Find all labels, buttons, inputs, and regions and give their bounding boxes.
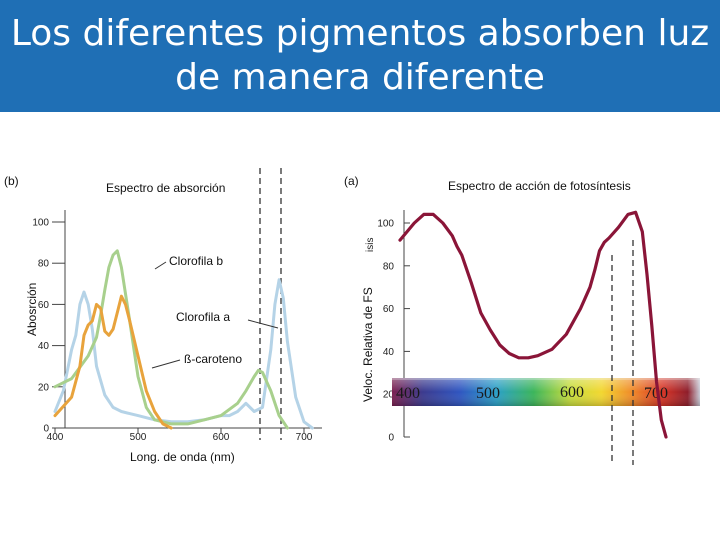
absorption-y-tick-label-100: 100 [32,218,49,229]
clorofila-b-leader [154,261,167,270]
action-y-tick-label-40: 40 [383,347,395,358]
absorption-x-tick-label-600: 600 [213,432,230,443]
absorption-y-tick-label-60: 60 [38,300,50,311]
absorption-x-tick-label-500: 500 [130,432,147,443]
spectrum-shading [392,378,700,406]
action-chart-title: Espectro de acción de fotosíntesis [448,179,631,193]
beta-caroteno-annotation: ß-caroteno [184,352,242,366]
absorption-chart-title: Espectro de absorción [106,181,225,195]
absorption-y-tick-label-80: 80 [38,259,50,270]
spectrum-label-600: 600 [560,384,584,401]
spectrum-label-400: 400 [396,385,420,402]
absorption-y-tick-label-40: 40 [38,341,50,352]
curve-action-spectrum [398,210,668,439]
panel-a-letter: (a) [344,174,359,188]
absorption-y-tick-label-20: 20 [38,382,50,393]
spectrum-label-500: 500 [476,385,500,402]
action-y-tick-label-20: 20 [383,390,395,401]
slide-title-line-2: de manera diferente [175,57,545,98]
title-banner: Los diferentes pigmentos absorben luz de… [0,0,720,112]
absorption-y-axis-label: Abosrción [25,283,39,336]
clorofila-a-annotation: Clorofila a [176,310,230,324]
absorption-x-tick-label-400: 400 [47,432,64,443]
curve-clorofila-b [53,249,289,430]
absorption-x-axis-label: Long. de onda (nm) [130,450,235,464]
action-y-tick-label-100: 100 [377,219,394,230]
absorption-axes [64,210,322,429]
curve-clorofila-a [53,278,314,430]
action-y-tick-label-60: 60 [383,304,395,315]
absorption-y-tick-label-0: 0 [43,424,49,435]
clorofila-a-leader [247,319,279,329]
action-y-axis-label: Veloc. Relativa de FS [361,287,375,402]
action-y-tick-label-80: 80 [383,261,395,272]
action-y-tick-label-0: 0 [388,433,394,444]
visible-spectrum-bar [392,378,700,406]
absorption-x-tick-label-700: 700 [296,432,313,443]
action-y-label-fragment: isis [365,238,376,252]
spectrum-label-700: 700 [644,385,668,402]
beta-caroteno-leader [151,359,181,369]
slide-title-line-1: Los diferentes pigmentos absorben luz [10,13,710,54]
panel-b-letter: (b) [4,174,19,188]
clorofila-b-annotation: Clorofila b [169,254,223,268]
curve-beta-caroteno [53,294,173,430]
